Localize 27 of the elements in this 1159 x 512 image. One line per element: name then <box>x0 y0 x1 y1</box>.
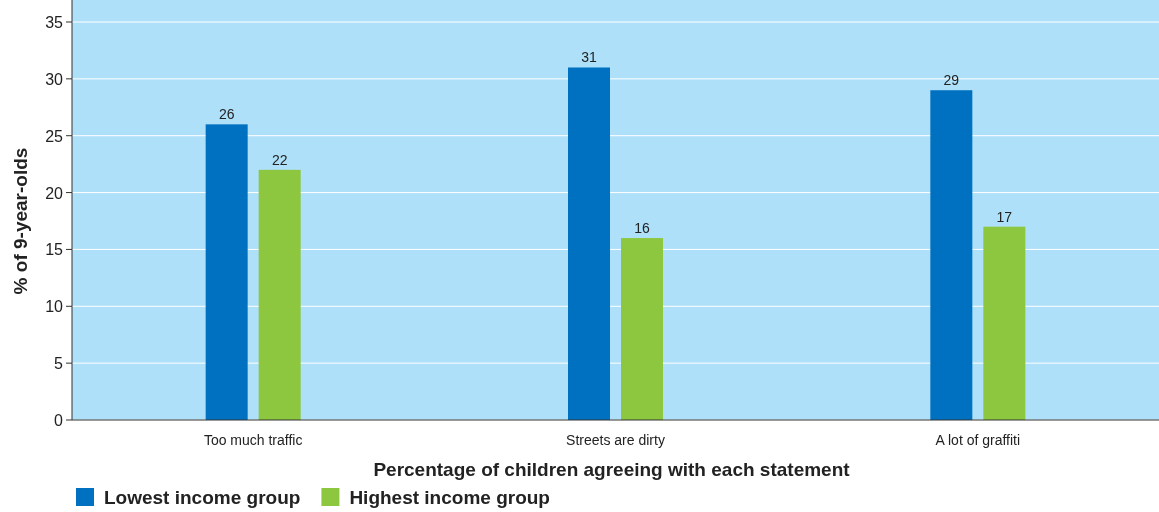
x-axis-title: Percentage of children agreeing with each statement <box>373 459 851 480</box>
legend-label: Lowest income group <box>104 487 301 508</box>
data-label: 17 <box>996 208 1013 225</box>
y-tick-label: 0 <box>54 412 64 429</box>
y-tick-label: 10 <box>45 298 64 316</box>
y-tick-label: 20 <box>45 184 64 202</box>
y-tick-label: 35 <box>45 14 64 31</box>
y-tick-label: 30 <box>45 70 64 88</box>
bar <box>621 238 663 420</box>
data-label: 29 <box>943 72 960 89</box>
x-tick-label: Too much traffic <box>203 432 303 448</box>
data-label: 22 <box>271 151 288 168</box>
bar <box>983 226 1026 420</box>
bar <box>258 169 301 420</box>
x-tick-label: Streets are dirty <box>566 432 665 448</box>
y-tick-label: 15 <box>45 241 64 259</box>
x-tick-label: A lot of graffiti <box>935 432 1021 448</box>
bar <box>205 124 248 420</box>
data-label: 31 <box>581 49 597 66</box>
legend-label: Highest income group <box>349 487 550 508</box>
y-tick-label: 5 <box>54 355 64 373</box>
bar <box>930 90 973 420</box>
y-axis-title: % of 9-year-olds <box>10 147 31 295</box>
data-label: 26 <box>218 106 235 123</box>
bar <box>568 67 610 420</box>
y-tick-label: 25 <box>45 127 64 145</box>
data-label: 16 <box>634 220 650 237</box>
